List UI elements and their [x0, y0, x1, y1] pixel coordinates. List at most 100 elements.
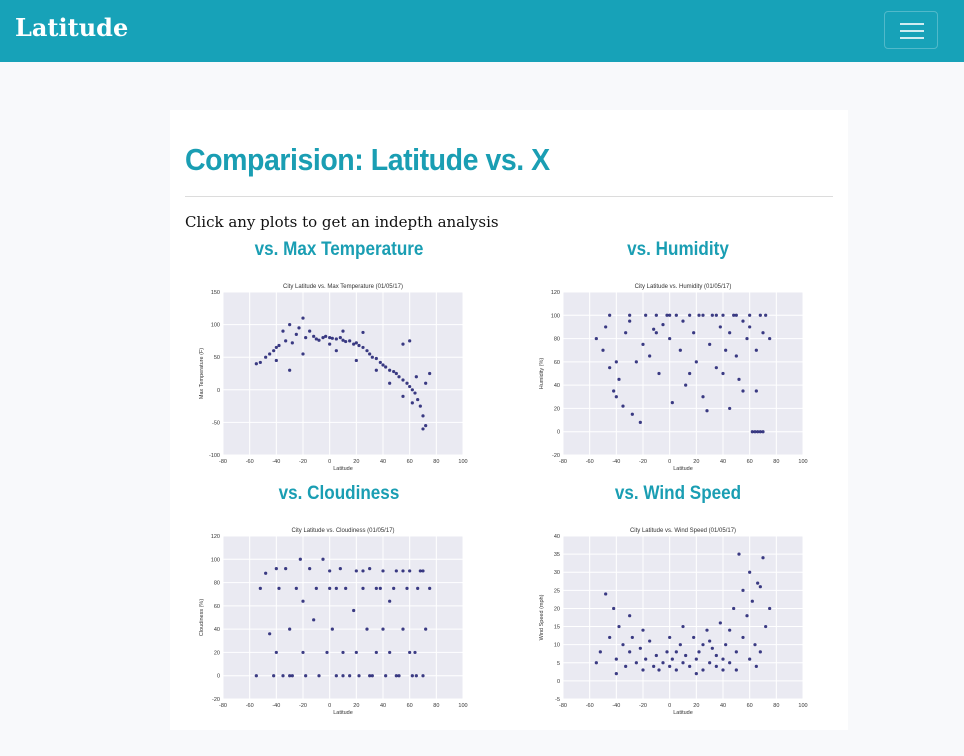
y-tick-label: 120 — [211, 534, 220, 540]
y-tick-label: 25 — [554, 588, 560, 594]
data-point — [321, 336, 325, 340]
data-point — [304, 336, 308, 340]
plot-area — [563, 536, 803, 699]
y-tick-label: 0 — [217, 388, 220, 394]
data-point — [301, 316, 305, 320]
menu-toggle-button[interactable] — [884, 11, 938, 49]
data-point — [341, 674, 345, 678]
data-point — [325, 650, 329, 655]
data-point — [277, 343, 281, 348]
data-point — [630, 412, 634, 416]
data-point — [761, 556, 765, 560]
data-point — [421, 674, 425, 678]
data-point — [748, 313, 752, 317]
x-axis-label: Latitude — [673, 466, 693, 470]
data-point — [678, 348, 682, 352]
x-tick-label: -80 — [219, 459, 227, 465]
data-point — [397, 674, 401, 678]
data-point — [290, 674, 294, 678]
data-point — [414, 375, 418, 379]
data-point — [674, 313, 678, 317]
data-point — [641, 628, 645, 632]
intro-text: Click any plots to get an indepth analys… — [185, 213, 499, 231]
x-tick-label: 100 — [798, 703, 807, 709]
data-point — [748, 570, 752, 574]
navbar: Latitude — [0, 0, 964, 62]
data-point — [714, 366, 718, 370]
plot-cloudiness[interactable]: City Latitude vs. Cloudiness (01/05/17) -… — [195, 524, 475, 714]
data-point — [710, 313, 714, 317]
data-point — [674, 650, 678, 654]
data-point — [374, 368, 378, 372]
data-point — [741, 635, 745, 640]
x-tick-label: -40 — [612, 459, 620, 465]
divider — [185, 196, 833, 197]
data-point — [416, 397, 420, 402]
data-point — [754, 348, 758, 352]
y-tick-label: 30 — [554, 570, 560, 576]
data-point — [732, 606, 736, 611]
data-point — [732, 313, 736, 317]
data-point — [274, 567, 278, 571]
x-tick-label: 40 — [380, 703, 386, 709]
data-point — [638, 646, 642, 650]
data-point — [401, 378, 405, 382]
brand-logo[interactable]: Latitude — [15, 13, 129, 42]
data-point — [741, 319, 745, 323]
data-point — [670, 401, 674, 405]
data-point — [414, 674, 418, 678]
data-point — [734, 668, 738, 672]
data-point — [721, 371, 725, 376]
data-point — [374, 650, 378, 655]
y-tick-label: 0 — [557, 430, 560, 436]
data-point — [381, 363, 385, 367]
chart-title: City Latitude vs. Humidity (01/05/17) — [635, 284, 732, 290]
data-point — [741, 389, 745, 393]
data-point — [678, 643, 682, 647]
data-point — [688, 664, 692, 668]
data-point — [401, 394, 405, 398]
data-point — [397, 375, 401, 379]
data-point — [324, 334, 328, 338]
data-point — [745, 614, 749, 618]
data-point — [724, 643, 728, 647]
data-point — [764, 313, 768, 317]
data-point — [657, 371, 661, 376]
data-point — [274, 650, 278, 655]
data-point — [288, 323, 292, 327]
plot-area — [223, 536, 463, 699]
data-point — [594, 336, 598, 341]
data-point — [284, 339, 288, 343]
x-tick-label: 80 — [773, 703, 779, 709]
data-point — [665, 313, 669, 317]
data-point — [734, 354, 738, 358]
data-point — [688, 371, 692, 376]
data-point — [365, 627, 369, 631]
plot-humidity[interactable]: City Latitude vs. Humidity (01/05/17) -80… — [535, 280, 815, 470]
data-point — [761, 331, 765, 335]
plot-max-temperature[interactable]: City Latitude vs. Max Temperature (01/05… — [195, 280, 475, 470]
data-point — [410, 674, 414, 678]
y-tick-label: 10 — [554, 643, 560, 649]
data-point — [312, 334, 316, 338]
data-point — [701, 395, 705, 399]
data-point — [634, 661, 638, 665]
data-point — [290, 341, 294, 345]
data-point — [357, 674, 361, 678]
x-tick-label: -60 — [586, 459, 594, 465]
plot-heading-max-temperature: vs. Max Temperature — [254, 239, 424, 260]
data-point — [381, 569, 385, 573]
data-point — [264, 571, 268, 575]
data-point — [754, 389, 758, 393]
data-point — [621, 643, 625, 647]
data-point — [408, 384, 412, 389]
data-point — [288, 368, 292, 372]
data-point — [341, 650, 345, 655]
x-axis-label: Latitude — [333, 466, 353, 470]
y-tick-label: 120 — [551, 290, 560, 296]
data-point — [741, 588, 745, 592]
data-point — [416, 586, 420, 590]
data-point — [638, 420, 642, 424]
plot-wind-speed[interactable]: City Latitude vs. Wind Speed (01/05/17) -… — [535, 524, 815, 714]
data-point — [654, 313, 658, 317]
